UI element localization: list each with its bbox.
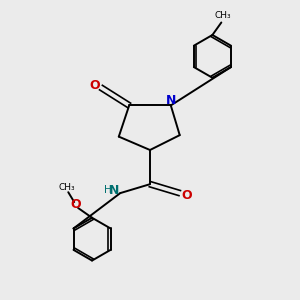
Text: O: O	[181, 189, 192, 202]
Text: H: H	[104, 185, 112, 195]
Text: CH₃: CH₃	[58, 183, 75, 192]
Text: O: O	[90, 79, 100, 92]
Text: N: N	[166, 94, 177, 106]
Text: CH₃: CH₃	[214, 11, 231, 20]
Text: O: O	[70, 198, 81, 211]
Text: N: N	[109, 184, 119, 196]
